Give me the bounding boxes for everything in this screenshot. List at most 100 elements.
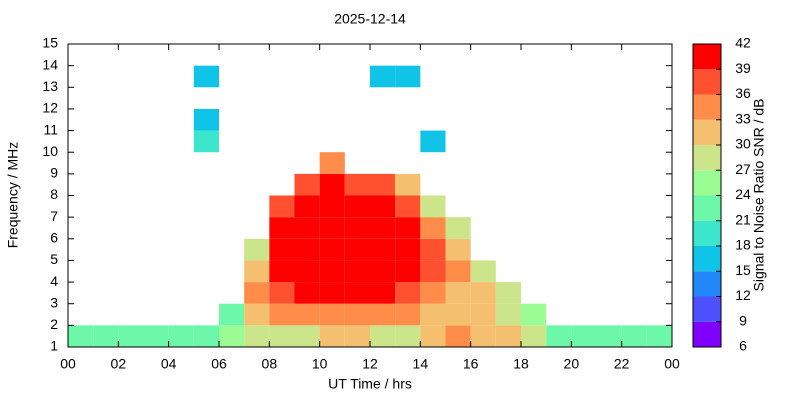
heat-cell xyxy=(219,303,245,326)
heat-cell xyxy=(420,260,446,283)
heat-cell xyxy=(395,260,421,283)
heat-cell xyxy=(193,65,219,88)
heat-cell xyxy=(470,282,496,304)
heat-cell xyxy=(395,303,421,326)
y-tick-label: 13 xyxy=(42,78,58,94)
heat-cell xyxy=(470,325,496,347)
heat-cell xyxy=(269,282,295,304)
heat-cell xyxy=(118,325,144,347)
heat-cell xyxy=(319,238,345,261)
heat-cell xyxy=(420,195,446,218)
colorbar-tick-label: 27 xyxy=(735,161,751,177)
heat-cell xyxy=(395,217,421,239)
heat-cell xyxy=(395,195,421,218)
heat-cell xyxy=(370,303,396,326)
heat-cell xyxy=(445,217,471,239)
heat-cell xyxy=(244,303,270,326)
colorbar-swatch xyxy=(693,220,721,246)
heat-cell xyxy=(344,303,370,326)
heat-cell xyxy=(445,238,471,261)
colorbar-tick-label: 21 xyxy=(735,211,751,227)
heat-cell xyxy=(370,195,396,218)
heat-cell xyxy=(344,325,370,347)
heat-cell xyxy=(370,325,396,347)
colorbar-tick-label: 30 xyxy=(735,136,751,152)
x-tick-label: 12 xyxy=(362,356,378,372)
heat-cell xyxy=(420,282,446,304)
colorbar-tick-label: 33 xyxy=(735,110,751,126)
x-tick-label: 18 xyxy=(513,356,529,372)
y-tick-label: 3 xyxy=(50,294,58,310)
colorbar-swatch xyxy=(693,145,721,171)
heat-cell xyxy=(445,282,471,304)
colorbar-tick-label: 24 xyxy=(735,186,751,202)
x-tick-label: 10 xyxy=(312,356,328,372)
colorbar-tick-label: 12 xyxy=(735,287,751,303)
heat-cell xyxy=(269,238,295,261)
x-axis-label: UT Time / hrs xyxy=(328,376,412,392)
y-tick-label: 6 xyxy=(50,229,58,245)
heat-cell xyxy=(521,303,547,326)
heat-cell xyxy=(269,325,295,347)
heat-cell xyxy=(521,325,547,347)
heat-cell xyxy=(370,282,396,304)
heat-cell xyxy=(219,325,245,347)
heat-cell xyxy=(294,325,320,347)
heat-cell xyxy=(621,325,647,347)
heat-cell xyxy=(420,238,446,261)
heat-cell xyxy=(395,282,421,304)
heat-cell xyxy=(294,195,320,218)
heat-cell xyxy=(344,282,370,304)
y-tick-label: 8 xyxy=(50,186,58,202)
heat-cell xyxy=(395,238,421,261)
heat-cell xyxy=(319,217,345,239)
colorbar-tick-label: 9 xyxy=(739,312,747,328)
heat-cell xyxy=(470,303,496,326)
heat-cell xyxy=(420,325,446,347)
heat-cell xyxy=(319,303,345,326)
heat-cell xyxy=(193,325,219,347)
x-tick-label: 08 xyxy=(262,356,278,372)
y-tick-label: 5 xyxy=(50,251,58,267)
heat-cell xyxy=(495,303,521,326)
heat-cell xyxy=(344,238,370,261)
heat-cell xyxy=(193,130,219,153)
colorbar-tick-label: 42 xyxy=(735,35,751,51)
colorbar-tick-label: 6 xyxy=(739,338,747,354)
heat-cell xyxy=(168,325,194,347)
heat-cell xyxy=(319,282,345,304)
heat-cell xyxy=(143,325,169,347)
x-tick-label: 00 xyxy=(60,356,76,372)
x-tick-label: 22 xyxy=(614,356,630,372)
colorbar-swatch xyxy=(693,246,721,272)
colorbar-swatch xyxy=(693,321,721,347)
heat-cell xyxy=(571,325,597,347)
y-tick-label: 12 xyxy=(42,100,58,116)
heat-cell xyxy=(294,238,320,261)
x-tick-label: 02 xyxy=(111,356,127,372)
colorbar-tick-label: 18 xyxy=(735,237,751,253)
heat-cell xyxy=(269,260,295,283)
heat-cell xyxy=(344,217,370,239)
heat-cell xyxy=(294,303,320,326)
heat-cell xyxy=(445,260,471,283)
colorbar-swatch xyxy=(693,195,721,221)
heat-cell xyxy=(420,303,446,326)
heat-cell xyxy=(294,282,320,304)
colorbar-swatch xyxy=(693,44,721,70)
heat-cell xyxy=(370,173,396,196)
y-tick-label: 15 xyxy=(42,35,58,51)
heat-cell xyxy=(344,173,370,196)
y-tick-label: 9 xyxy=(50,165,58,181)
x-tick-label: 04 xyxy=(161,356,177,372)
heat-cell xyxy=(244,238,270,261)
heat-cell xyxy=(294,260,320,283)
heat-cell xyxy=(319,195,345,218)
colorbar-swatch xyxy=(693,296,721,322)
colorbar-tick-label: 39 xyxy=(735,60,751,76)
heat-cell xyxy=(420,130,446,153)
heat-cell xyxy=(420,217,446,239)
colorbar-tick-label: 36 xyxy=(735,85,751,101)
y-tick-label: 14 xyxy=(42,56,58,72)
